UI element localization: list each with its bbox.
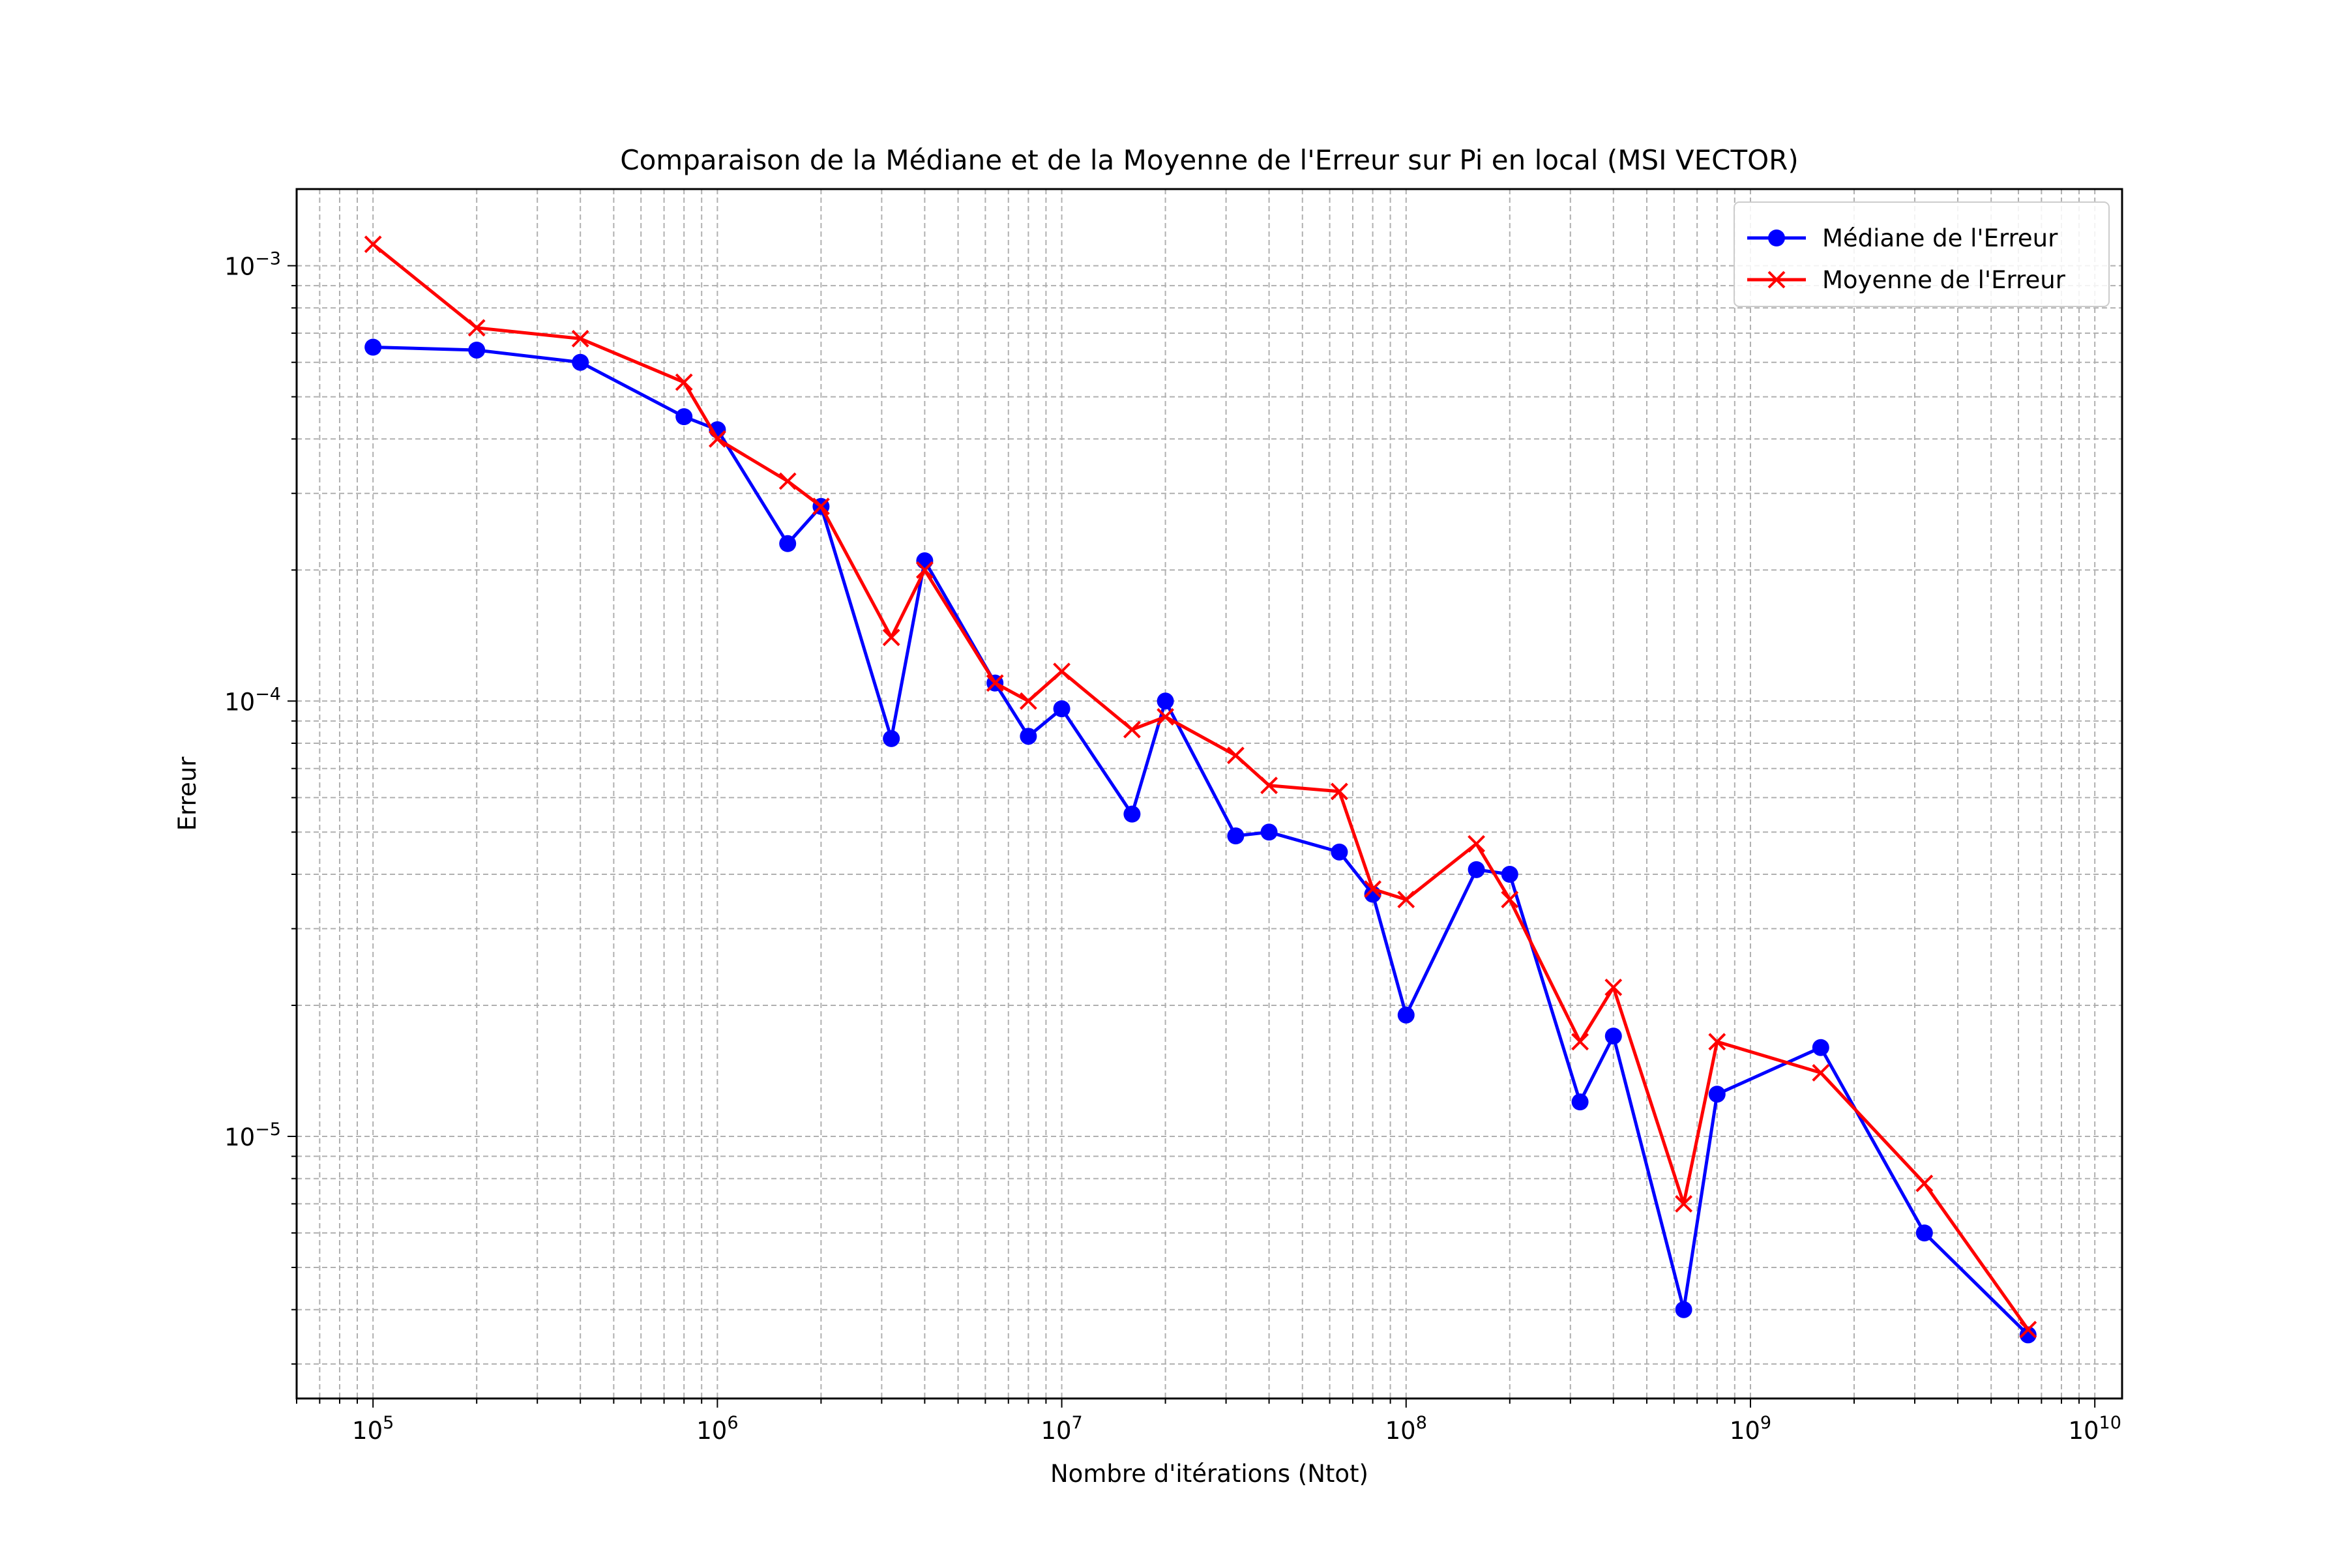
legend-box bbox=[1734, 201, 2110, 307]
data-point bbox=[1123, 805, 1141, 823]
x-tick-label: 107 bbox=[1041, 1413, 1082, 1445]
data-point bbox=[778, 472, 797, 490]
data-point bbox=[779, 535, 797, 552]
data-point bbox=[708, 430, 726, 448]
data-point bbox=[675, 373, 693, 391]
data-point bbox=[2019, 1320, 2037, 1339]
data-point bbox=[1915, 1224, 1933, 1242]
data-point bbox=[572, 353, 589, 371]
data-point bbox=[1675, 1195, 1693, 1213]
x-axis-label: Nombre d'itérations (Ntot) bbox=[1050, 1460, 1368, 1488]
series-line bbox=[372, 243, 2030, 1331]
data-point bbox=[1468, 835, 1486, 853]
data-point bbox=[364, 235, 382, 254]
data-point bbox=[1675, 1301, 1692, 1318]
y-tick-label: 10−5 bbox=[224, 1119, 281, 1151]
data-point bbox=[571, 329, 589, 348]
grid-layer bbox=[296, 189, 2122, 1398]
data-point bbox=[2019, 1326, 2037, 1344]
x-tick-label: 106 bbox=[696, 1413, 738, 1445]
x-tick-label: 105 bbox=[352, 1413, 394, 1445]
data-point bbox=[1330, 782, 1348, 801]
data-point bbox=[1260, 777, 1278, 795]
data-point bbox=[1157, 692, 1174, 710]
data-point bbox=[1604, 1028, 1622, 1045]
legend-entry: Moyenne de l'Erreur bbox=[1747, 266, 2066, 294]
data-point bbox=[883, 730, 900, 747]
data-point bbox=[364, 338, 382, 356]
data-point bbox=[1226, 747, 1245, 765]
data-point bbox=[1397, 891, 1415, 909]
data-point bbox=[675, 408, 693, 426]
data-point bbox=[1708, 1033, 1726, 1051]
data-point bbox=[1331, 843, 1348, 861]
legend: Médiane de l'Erreur Moyenne de l'Erreur bbox=[1734, 201, 2110, 307]
x-tick-label: 108 bbox=[1385, 1413, 1427, 1445]
x-tick-label: 109 bbox=[1730, 1413, 1771, 1445]
series-1 bbox=[364, 338, 2037, 1344]
plot-frame bbox=[295, 188, 2123, 1400]
data-point bbox=[1812, 1039, 1829, 1056]
data-point bbox=[1708, 1086, 1726, 1103]
y-axis-label: Erreur bbox=[173, 756, 201, 831]
data-point bbox=[1260, 823, 1278, 841]
data-point bbox=[467, 319, 486, 337]
data-point bbox=[468, 341, 486, 359]
series-2 bbox=[364, 235, 2037, 1339]
data-point bbox=[1812, 1064, 1830, 1082]
data-point bbox=[1053, 700, 1070, 718]
data-point bbox=[1157, 708, 1174, 726]
data-point bbox=[1501, 865, 1518, 883]
data-point bbox=[1501, 891, 1519, 909]
y-tick-label: 10−4 bbox=[224, 684, 281, 716]
data-point bbox=[986, 674, 1004, 692]
data-point bbox=[1364, 880, 1382, 898]
data-point bbox=[1571, 1093, 1589, 1111]
data-point bbox=[915, 561, 934, 579]
data-point bbox=[916, 552, 934, 570]
legend-entry: Médiane de l'Erreur bbox=[1747, 224, 2058, 252]
y-tick-label: 10−3 bbox=[224, 249, 281, 281]
data-point bbox=[1053, 662, 1070, 681]
data-point bbox=[882, 629, 900, 647]
data-point bbox=[1468, 861, 1485, 878]
legend-label: Médiane de l'Erreur bbox=[1822, 224, 2058, 252]
data-point bbox=[1571, 1033, 1589, 1051]
data-point bbox=[1227, 827, 1245, 845]
data-point bbox=[1915, 1174, 1934, 1192]
data-point bbox=[1397, 1006, 1415, 1024]
chart-title: Comparaison de la Médiane et de la Moyen… bbox=[620, 144, 1798, 176]
data-point bbox=[1020, 728, 1037, 745]
legend-marker bbox=[1767, 271, 1786, 289]
data-point bbox=[1604, 978, 1623, 996]
series-layer bbox=[364, 235, 2037, 1344]
x-tick-label: 1010 bbox=[2068, 1413, 2121, 1445]
data-point bbox=[1019, 692, 1037, 710]
tick-layer: 105 106 107 108 109 1010 10−5 10−4 10−3 bbox=[224, 249, 2121, 1445]
legend-marker bbox=[1768, 229, 1785, 246]
legend-label: Moyenne de l'Erreur bbox=[1822, 266, 2066, 294]
series-line bbox=[373, 346, 2030, 1337]
data-point bbox=[812, 497, 830, 516]
data-point bbox=[1123, 720, 1141, 739]
